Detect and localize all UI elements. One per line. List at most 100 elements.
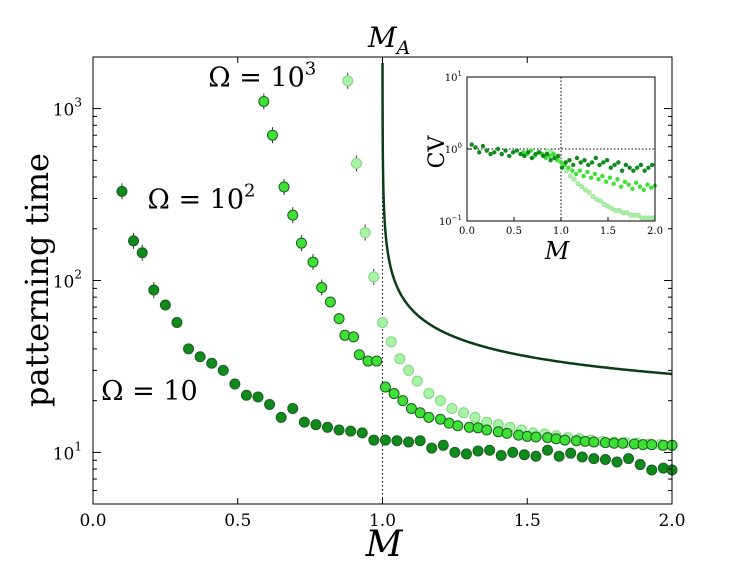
inset-data-point	[586, 162, 591, 168]
data-point	[217, 364, 229, 376]
inset-series-2	[545, 148, 656, 221]
data-point	[426, 442, 438, 454]
main-annotations-group: Ω = 10 Ω = 102 Ω = 103	[101, 58, 316, 407]
inset-data-point	[634, 180, 639, 185]
data-point	[321, 421, 333, 433]
data-point	[469, 411, 481, 423]
main-series-group	[116, 72, 678, 476]
inset-data-point	[597, 162, 602, 168]
inset-data-point	[522, 153, 527, 159]
inset-data-point	[537, 150, 542, 155]
inset-data-point	[603, 179, 609, 185]
inset-plot: 0.0 0.5 1.0 1.5 2.0 10−1 100 101 M CV	[425, 70, 663, 265]
inset-data-point	[567, 173, 573, 179]
inset-data-point	[641, 187, 646, 193]
data-point	[368, 271, 380, 283]
inset-data-point	[593, 155, 598, 161]
data-point	[278, 181, 290, 193]
data-point	[345, 425, 357, 437]
series-1	[258, 93, 678, 451]
top-label-MA: MA	[367, 21, 410, 59]
data-point	[481, 424, 493, 436]
inset-data-point	[488, 151, 493, 157]
data-point	[599, 453, 611, 465]
inset-data-point	[618, 184, 624, 189]
y-tick-label: 103	[53, 96, 82, 121]
data-point	[403, 436, 415, 448]
inset-series-0	[469, 142, 655, 173]
series-0	[116, 183, 678, 476]
inset-data-point	[634, 165, 640, 170]
inset-series-group	[469, 142, 658, 221]
data-point	[460, 448, 472, 460]
inset-data-point	[559, 165, 565, 170]
data-point	[333, 424, 345, 436]
data-point	[565, 447, 577, 459]
theory-curve	[381, 63, 673, 376]
inset-data-point	[529, 155, 535, 161]
data-point	[385, 336, 397, 348]
y-tick-label: 102	[53, 268, 82, 293]
inset-data-point	[570, 168, 575, 173]
inset-data-point	[590, 193, 596, 199]
data-point	[298, 416, 310, 428]
inset-data-point	[499, 151, 504, 157]
data-point	[617, 437, 629, 449]
inset-x-tick-label: 0.0	[459, 226, 475, 237]
inset-data-point	[612, 162, 617, 168]
data-point	[449, 446, 461, 458]
data-point	[310, 419, 322, 431]
inset-x-tick-label: 0.5	[506, 226, 522, 237]
data-point	[356, 427, 368, 439]
inset-data-point	[635, 212, 641, 218]
inset-data-point	[630, 186, 635, 192]
inset-data-point	[495, 146, 501, 152]
data-point	[588, 453, 600, 465]
inset-data-point	[477, 150, 482, 155]
y-axis-label: patterning time	[18, 153, 56, 407]
data-point	[518, 449, 530, 461]
data-point	[316, 282, 328, 294]
inset-data-point	[609, 205, 615, 211]
inset-y-tick-label: 100	[445, 142, 462, 156]
data-point	[240, 389, 252, 401]
inset-x-axis-label: M	[544, 237, 571, 265]
inset-data-point	[582, 187, 588, 193]
data-point	[437, 439, 449, 451]
inset-data-point	[589, 160, 595, 165]
data-point	[287, 403, 299, 415]
inset-data-point	[510, 150, 516, 155]
inset-data-point	[540, 153, 546, 159]
data-point	[472, 445, 484, 457]
inset-data-point	[611, 181, 616, 186]
data-point	[136, 247, 148, 259]
inset-series-1	[521, 148, 658, 193]
data-point	[414, 407, 426, 419]
inset-data-point	[586, 189, 592, 195]
annotation-omega-10: Ω = 10	[101, 376, 198, 407]
inset-data-point	[578, 160, 583, 165]
data-point	[423, 411, 435, 423]
top-label-base: M	[367, 21, 398, 54]
inset-data-point	[571, 176, 577, 182]
inset-data-point	[573, 171, 579, 177]
data-point	[333, 313, 345, 325]
inset-data-point	[592, 171, 598, 177]
data-point	[264, 398, 276, 410]
inset-data-point	[585, 169, 590, 175]
data-point	[414, 435, 426, 447]
data-point	[530, 431, 542, 443]
data-point	[258, 95, 270, 107]
data-point	[501, 427, 513, 439]
inset-data-point	[649, 162, 655, 168]
data-point	[434, 395, 446, 407]
inset-data-point	[596, 177, 601, 182]
data-point	[148, 284, 160, 296]
inset-data-point	[563, 160, 568, 165]
data-point	[588, 436, 600, 448]
inset-data-point	[577, 168, 582, 173]
data-point	[377, 316, 388, 328]
inset-x-tick-label: 1.0	[553, 226, 569, 237]
inset-data-point	[604, 157, 610, 163]
data-point	[405, 403, 417, 415]
